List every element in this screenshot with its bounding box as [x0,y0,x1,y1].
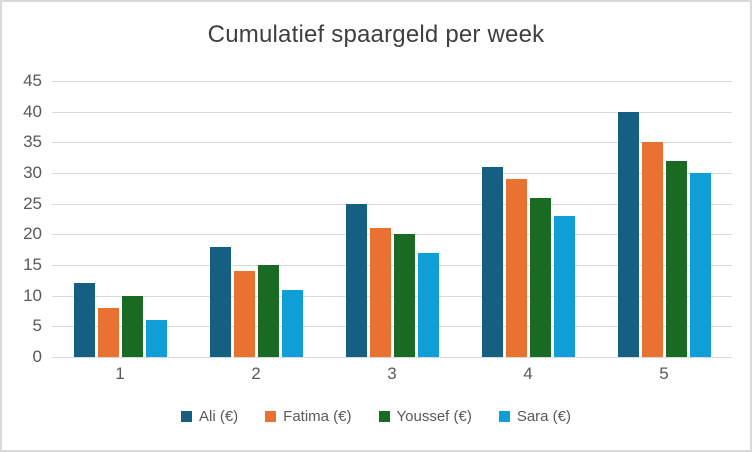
x-tick-label-2: 2 [251,364,261,383]
gridline-5 [52,326,732,328]
bar-group-week-5 [596,81,732,357]
bar-group-week-2 [188,81,324,357]
legend-item-sara: Sara (€) [498,408,572,425]
bar-ali-week-4 [481,166,503,357]
y-tick-label-5: 5 [32,316,42,336]
bar-ali-week-2 [209,246,231,357]
y-tick-label-40: 40 [23,101,42,121]
bar-fatima-week-2 [233,271,255,357]
gridline-30 [52,173,732,174]
legend-marker-icon [378,411,390,422]
y-tick-label-35: 35 [23,132,42,152]
bar-youssef-week-4 [529,197,551,357]
legend-item-youssef: Youssef (€) [378,408,472,425]
chart-title: Cumulatief spaargeld per week [207,21,545,48]
y-axis: 45 40 35 30 25 20 15 10 5 0 [2,71,42,366]
gridline-10 [52,295,732,297]
y-tick-label-0: 0 [32,347,42,366]
bar-sara-week-2 [281,289,303,357]
bar-sara-week-5 [689,173,711,357]
x-axis: 1 2 3 4 5 [52,364,732,384]
legend-label: Fatima (€) [283,408,352,425]
bar-fatima-week-4 [505,179,527,357]
gridline-35 [52,142,732,144]
legend-item-ali: Ali (€) [180,408,239,425]
legend-label: Youssef (€) [396,408,472,425]
bar-youssef-week-3 [393,234,415,357]
bar-sara-week-3 [417,252,439,357]
bar-ali-week-3 [345,203,367,357]
legend-marker-icon [180,411,192,422]
legend-marker-icon [265,411,277,422]
legend-marker-icon [498,411,510,422]
y-tick-label-10: 10 [23,285,42,305]
x-tick-label-3: 3 [387,364,397,383]
gridline-40 [52,111,732,113]
bar-group-week-1 [52,81,188,357]
bar-ali-week-1 [73,283,95,357]
gridline-45 [52,81,732,82]
plot-area [52,81,732,358]
bar-group-week-3 [324,81,460,357]
y-tick-label-20: 20 [23,224,42,244]
bar-ali-week-5 [617,111,639,357]
y-tick-label-30: 30 [23,163,42,182]
gridline-15 [52,265,732,266]
x-tick-label-5: 5 [659,364,669,383]
y-tick-label-15: 15 [23,255,42,274]
bar-youssef-week-1 [121,295,143,357]
legend-label: Ali (€) [198,408,239,425]
bar-groups [52,81,732,357]
x-tick-label-1: 1 [115,364,125,383]
gridline-20 [52,234,732,236]
y-tick-label-45: 45 [23,71,42,90]
bar-sara-week-1 [145,320,167,357]
legend-item-fatima: Fatima (€) [265,408,352,425]
bar-group-week-4 [460,81,596,357]
x-tick-label-4: 4 [523,364,533,383]
bar-youssef-week-5 [665,160,687,357]
bar-sara-week-4 [553,215,575,357]
gridline-25 [52,203,732,205]
legend-label: Sara (€) [516,408,572,425]
bar-fatima-week-3 [369,228,391,357]
bar-fatima-week-1 [97,307,119,357]
bar-youssef-week-2 [257,265,279,357]
gridline-0 [52,357,732,358]
bar-fatima-week-5 [641,142,663,357]
y-tick-label-25: 25 [23,193,42,213]
legend: Ali (€) Fatima (€) Youssef (€) Sara (€) [2,408,750,425]
